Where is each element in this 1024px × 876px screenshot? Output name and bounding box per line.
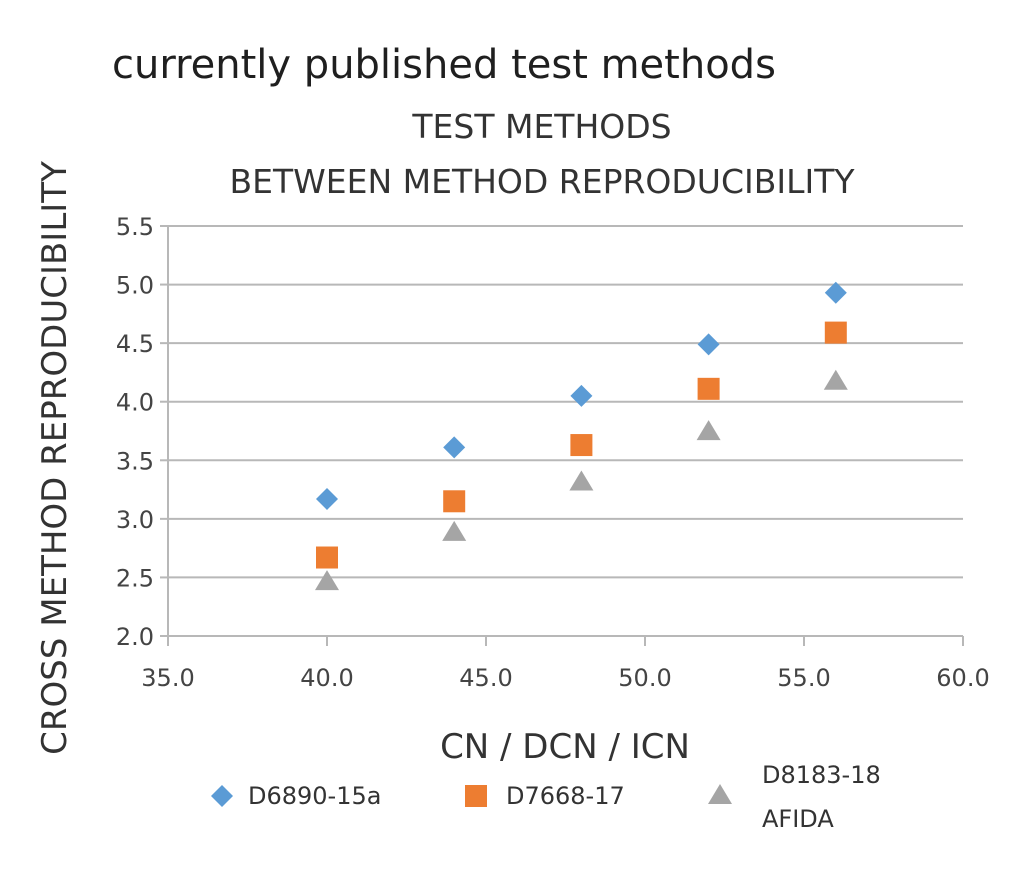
chart-subtitle: BETWEEN METHOD REPRODUCIBILITY <box>229 162 855 201</box>
x-tick-label: 50.0 <box>618 664 671 692</box>
legend-label: AFIDA <box>762 805 834 833</box>
tick-labels: 2.0 2.5 3.0 3.5 4.0 4.5 5.0 5.5 35.0 40.0 45.0 50.0… <box>116 213 990 692</box>
legend-label: D6890-15a <box>248 782 381 810</box>
legend-label: D7668-17 <box>506 782 625 810</box>
triangle-point <box>696 420 721 441</box>
legend-diamond-icon <box>211 785 233 807</box>
x-tick-label: 60.0 <box>936 664 989 692</box>
y-tick-label: 4.0 <box>116 389 154 417</box>
y-tick-label: 5.0 <box>116 272 154 300</box>
gridlines <box>168 225 963 637</box>
x-axis-label: CN / DCN / ICN <box>440 727 690 767</box>
square-point <box>697 377 720 400</box>
square-point <box>316 546 338 569</box>
x-tick-label: 55.0 <box>777 664 830 692</box>
diamond-point <box>824 281 847 304</box>
axes <box>160 225 964 646</box>
diamond-point <box>443 436 466 459</box>
y-tick-label: 4.5 <box>116 330 154 358</box>
y-tick-label: 3.5 <box>116 447 154 475</box>
square-point <box>570 434 593 457</box>
triangle-point <box>315 570 339 591</box>
triangle-point <box>569 470 594 491</box>
legend: D6890-15a D7668-17 D8183-18 AFIDA <box>211 761 881 833</box>
data-points <box>315 281 848 591</box>
page-heading: currently published test methods <box>112 42 776 88</box>
triangle-point <box>442 520 467 541</box>
y-tick-label: 2.0 <box>116 623 154 651</box>
legend-label: D8183-18 <box>762 761 881 789</box>
x-tick-label: 40.0 <box>300 664 353 692</box>
triangle-point <box>823 369 848 390</box>
y-tick-label: 3.0 <box>116 506 154 534</box>
x-tick-label: 45.0 <box>459 664 512 692</box>
legend-triangle-icon <box>708 784 732 804</box>
y-tick-label: 2.5 <box>116 564 154 592</box>
y-tick-label: 5.5 <box>116 213 154 241</box>
square-point <box>824 321 847 344</box>
x-tick-label: 35.0 <box>141 664 194 692</box>
diamond-point <box>316 487 338 510</box>
y-axis-label: CROSS METHOD REPRODUCIBILITY <box>35 161 75 755</box>
legend-square-icon <box>465 785 487 807</box>
diamond-point <box>697 333 720 356</box>
square-point <box>443 490 466 513</box>
diamond-point <box>570 384 593 407</box>
chart-title: TEST METHODS <box>411 107 671 146</box>
